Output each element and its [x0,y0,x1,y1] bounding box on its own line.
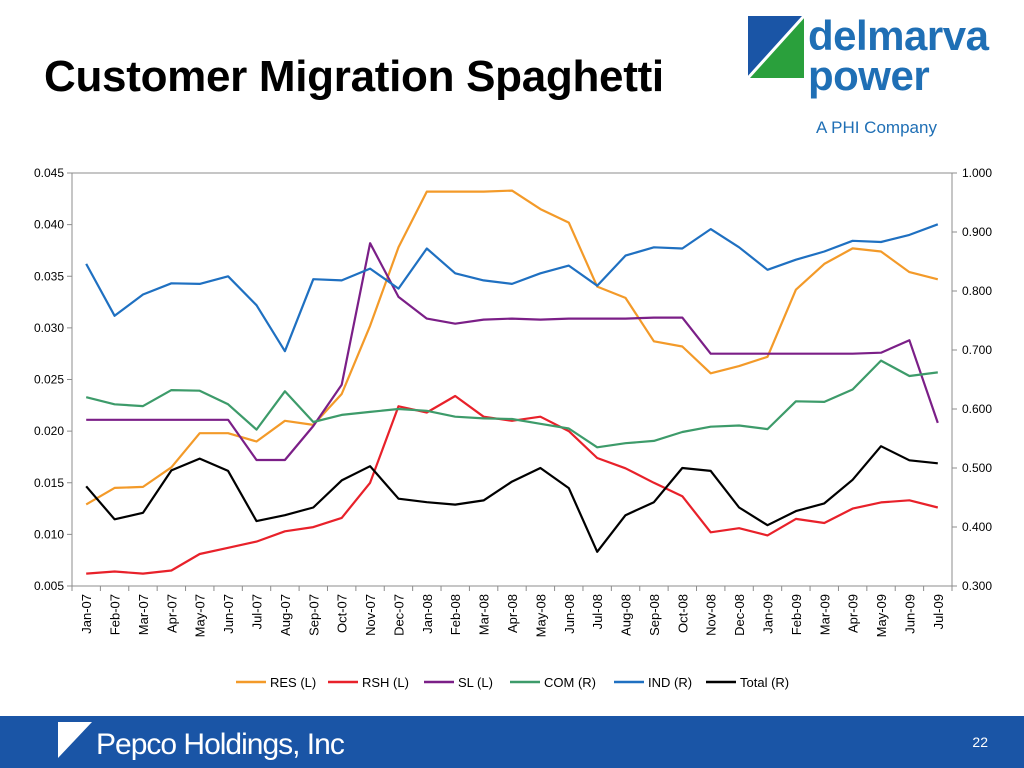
x-axis-tick-label: Jul-08 [590,594,605,629]
x-axis-tick-label: Aug-08 [619,594,634,636]
x-axis-tick-label: Feb-08 [448,594,463,635]
legend-label: COM (R) [544,675,596,690]
pepco-logo-icon [58,722,92,758]
x-axis-tick-label: Jun-09 [902,594,917,634]
x-axis-tick-label: Jul-09 [931,594,946,629]
x-axis-tick-label: Apr-09 [846,594,861,633]
right-axis-tick-label: 0.700 [962,343,992,357]
x-axis-tick-label: Oct-07 [335,594,350,633]
x-axis-tick-label: Nov-07 [363,594,378,636]
x-axis-tick-label: May-08 [533,594,548,637]
series-line-com-r [85,359,938,449]
footer-company-name: Pepco Holdings, Inc [96,728,345,761]
left-axis-tick-label: 0.045 [34,166,64,180]
x-axis-tick-label: Sep-07 [306,594,321,636]
left-axis-tick-label: 0.035 [34,269,64,283]
logo-text-power: power [808,52,930,99]
line-chart: 0.005 0.010 0.015 0.020 0.025 0.030 0.035 0.040… [34,166,992,690]
x-axis-tick-label: Apr-07 [164,594,179,633]
x-axis-tick-label: Sep-08 [647,594,662,636]
x-axis-tick-label: Jan-08 [420,594,435,634]
legend-label: SL (L) [458,675,493,690]
series-line-ind-r [85,223,939,353]
left-axis-tick-label: 0.010 [34,527,64,541]
x-axis-tick-label: Jun-07 [221,594,236,634]
left-axis-tick-label: 0.040 [34,218,64,232]
right-axis-tick-label: 0.800 [962,284,992,298]
x-axis-tick-label: Oct-08 [675,594,690,633]
right-axis-tick-label: 1.000 [962,166,992,180]
legend-label: IND (R) [648,675,692,690]
right-axis-tick-label: 0.600 [962,402,992,416]
delmarva-logo-mark-icon [748,16,806,80]
x-axis-tick-label: Jan-09 [760,594,775,634]
left-axis-tick-label: 0.025 [34,373,64,387]
series-line-res-l [85,189,939,506]
logo-subtitle: A PHI Company [816,118,937,137]
right-axis-tick-label: 0.400 [962,520,992,534]
series-line-total-r [85,445,938,553]
x-axis-tick-label: Feb-09 [789,594,804,635]
x-axis-tick-label: Mar-08 [477,594,492,635]
x-axis-tick-label: Nov-08 [704,594,719,636]
left-axis-tick-label: 0.005 [34,579,64,593]
x-axis-tick-label: Feb-07 [108,594,123,635]
x-axis-tick-label: Mar-07 [136,594,151,635]
delmarva-logo: delmarva power A PHI Company [746,14,1008,144]
x-axis-tick-label: Dec-08 [732,594,747,636]
right-axis-tick-label: 0.500 [962,461,992,475]
left-axis-tick-label: 0.030 [34,321,64,335]
series-line-rsh-l [86,394,939,575]
left-axis-tick-label: 0.015 [34,476,64,490]
plot-area [71,172,953,587]
legend-label: RES (L) [270,675,316,690]
logo-text-delmarva: delmarva [808,12,989,59]
series-line-sl-l [86,242,939,462]
page-number: 22 [972,734,988,750]
legend-label: RSH (L) [362,675,409,690]
x-axis-tick-label: May-09 [874,594,889,637]
x-axis-tick-label: Aug-07 [278,594,293,636]
footer-bar: Pepco Holdings, Inc 22 [0,716,1024,768]
x-axis-tick-label: Jan-07 [79,594,94,634]
x-axis-tick-label: Jun-08 [562,594,577,634]
x-axis-tick-label: Dec-07 [391,594,406,636]
legend-label: Total (R) [740,675,789,690]
x-axis-tick-label: Mar-09 [817,594,832,635]
slide-title: Customer Migration Spaghetti [44,52,664,101]
left-axis-tick-label: 0.020 [34,424,64,438]
right-axis-tick-label: 0.300 [962,579,992,593]
x-axis-tick-label: May-07 [193,594,208,637]
x-axis-tick-label: Apr-08 [505,594,520,633]
x-axis-tick-label: Jul-07 [250,594,265,629]
right-axis-tick-label: 0.900 [962,225,992,239]
